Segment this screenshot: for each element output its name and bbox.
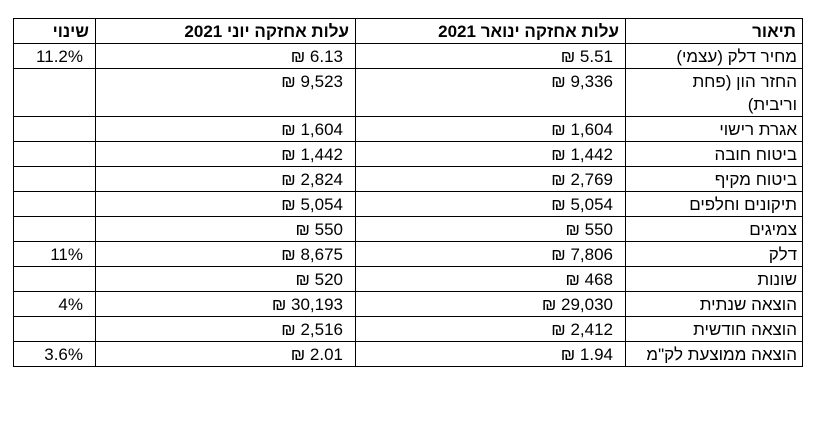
table-row: צמיגים 550 ₪ 550 ₪ bbox=[13, 216, 803, 242]
table-row: דלק 7,806 ₪ 8,675 ₪ 11% bbox=[13, 241, 803, 267]
header-cell: עלות אחזקה ינואר 2021 bbox=[355, 18, 626, 44]
description-cell: מחיר דלק (עצמי) bbox=[625, 43, 803, 69]
value-cell: 11.2% bbox=[13, 43, 96, 69]
value-cell: 5,054 ₪ bbox=[95, 191, 356, 217]
empty-cell bbox=[13, 141, 96, 167]
value-cell: 1.94 ₪ bbox=[355, 341, 626, 367]
description-cell: צמיגים bbox=[625, 216, 803, 242]
value-cell: 5,054 ₪ bbox=[355, 191, 626, 217]
value-cell: 2,412 ₪ bbox=[355, 316, 626, 342]
description-cell: תיקונים וחלפים bbox=[625, 191, 803, 217]
header-cell: תיאור bbox=[625, 18, 803, 44]
empty-cell bbox=[13, 266, 96, 292]
value-cell: 5.51 ₪ bbox=[355, 43, 626, 69]
description-cell: ביטוח חובה bbox=[625, 141, 803, 167]
empty-cell bbox=[13, 166, 96, 192]
value-cell: 7,806 ₪ bbox=[355, 241, 626, 267]
description-cell: שונות bbox=[625, 266, 803, 292]
value-cell: 4% bbox=[13, 291, 96, 317]
value-cell: 6.13 ₪ bbox=[95, 43, 356, 69]
table-row: ביטוח מקיף 2,769 ₪ 2,824 ₪ bbox=[13, 166, 803, 192]
value-cell: 29,030 ₪ bbox=[355, 291, 626, 317]
value-cell: 520 ₪ bbox=[95, 266, 356, 292]
value-cell: 550 ₪ bbox=[355, 216, 626, 242]
empty-cell bbox=[13, 116, 96, 142]
description-cell: החזר הון (פחת וריבית) bbox=[625, 68, 803, 117]
value-cell: 2,824 ₪ bbox=[95, 166, 356, 192]
description-cell: דלק bbox=[625, 241, 803, 267]
value-cell: 9,523 ₪ bbox=[95, 68, 356, 117]
table-row: החזר הון (פחת וריבית) 9,336 ₪ 9,523 ₪ bbox=[13, 68, 803, 117]
table-row: הוצאה חודשית 2,412 ₪ 2,516 ₪ bbox=[13, 316, 803, 342]
description-cell: אגרת רישוי bbox=[625, 116, 803, 142]
value-cell: 1,604 ₪ bbox=[355, 116, 626, 142]
value-cell: 11% bbox=[13, 241, 96, 267]
value-cell: 30,193 ₪ bbox=[95, 291, 356, 317]
cost-table: תיאור עלות אחזקה ינואר 2021 עלות אחזקה י… bbox=[13, 18, 803, 367]
value-cell: 2.01 ₪ bbox=[95, 341, 356, 367]
value-cell: 550 ₪ bbox=[95, 216, 356, 242]
empty-cell bbox=[13, 191, 96, 217]
value-cell: 9,336 ₪ bbox=[355, 68, 626, 117]
description-cell: הוצאה שנתית bbox=[625, 291, 803, 317]
table-row: ביטוח חובה 1,442 ₪ 1,442 ₪ bbox=[13, 141, 803, 167]
value-cell: 8,675 ₪ bbox=[95, 241, 356, 267]
description-cell: הוצאה ממוצעת לק"מ bbox=[625, 341, 803, 367]
table-row: הוצאה שנתית 29,030 ₪ 30,193 ₪ 4% bbox=[13, 291, 803, 317]
value-cell: 2,516 ₪ bbox=[95, 316, 356, 342]
value-cell: 1,442 ₪ bbox=[95, 141, 356, 167]
value-cell: 1,442 ₪ bbox=[355, 141, 626, 167]
empty-cell bbox=[13, 68, 96, 117]
empty-cell bbox=[13, 316, 96, 342]
table-row: תיקונים וחלפים 5,054 ₪ 5,054 ₪ bbox=[13, 191, 803, 217]
value-cell: 1,604 ₪ bbox=[95, 116, 356, 142]
table-row: שונות 468 ₪ 520 ₪ bbox=[13, 266, 803, 292]
empty-cell bbox=[13, 216, 96, 242]
table-body: מחיר דלק (עצמי) 5.51 ₪ 6.13 ₪ 11.2% החזר הון… bbox=[13, 43, 803, 367]
description-cell: ביטוח מקיף bbox=[625, 166, 803, 192]
table-row: אגרת רישוי 1,604 ₪ 1,604 ₪ bbox=[13, 116, 803, 142]
header-row: תיאור עלות אחזקה ינואר 2021 עלות אחזקה י… bbox=[13, 18, 803, 44]
value-cell: 468 ₪ bbox=[355, 266, 626, 292]
table-row: הוצאה ממוצעת לק"מ 1.94 ₪ 2.01 ₪ 3.6% bbox=[13, 341, 803, 367]
value-cell: 2,769 ₪ bbox=[355, 166, 626, 192]
table-row: מחיר דלק (עצמי) 5.51 ₪ 6.13 ₪ 11.2% bbox=[13, 43, 803, 69]
value-cell: 3.6% bbox=[13, 341, 96, 367]
header-cell: עלות אחזקה יוני 2021 bbox=[95, 18, 356, 44]
description-cell: הוצאה חודשית bbox=[625, 316, 803, 342]
header-cell: שינוי bbox=[13, 18, 96, 44]
